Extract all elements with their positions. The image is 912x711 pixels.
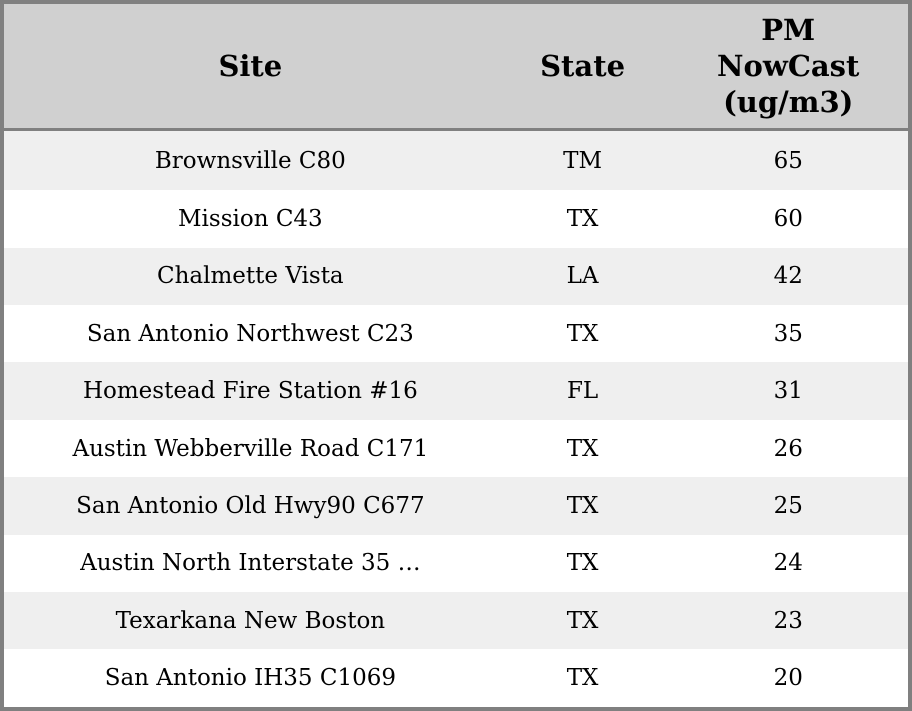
table-header-row: Site State PM NowCast (ug/m3)	[4, 4, 908, 131]
pm-cell: 26	[668, 419, 908, 478]
state-cell: TX	[496, 477, 669, 535]
table-row: San Antonio Northwest C23 TX 35	[4, 305, 908, 363]
state-cell: TX	[496, 190, 669, 248]
state-cell: TX	[496, 649, 669, 707]
state-cell: TX	[496, 305, 669, 363]
pm-cell: 20	[668, 649, 908, 707]
table-row: San Antonio Old Hwy90 C677 TX 25	[4, 477, 908, 535]
site-cell: Austin Webberville Road C171	[4, 419, 497, 478]
table-row: San Antonio IH35 C1069 TX 20	[4, 649, 908, 707]
pm-cell: 31	[668, 362, 908, 420]
state-cell: TX	[496, 534, 669, 593]
table-header-pm-line2: NowCast	[717, 48, 860, 83]
site-cell: Chalmette Vista	[4, 247, 497, 306]
pm-cell: 65	[668, 129, 908, 191]
site-cell: San Antonio IH35 C1069	[4, 649, 497, 707]
table-row: Texarkana New Boston TX 23	[4, 592, 908, 650]
site-cell: San Antonio Northwest C23	[4, 305, 497, 363]
pm-cell: 24	[668, 534, 908, 593]
table-header-pm-line3: (ug/m3)	[723, 85, 854, 120]
pm-cell: 35	[668, 305, 908, 363]
table-row: Austin Webberville Road C171 TX 26	[4, 419, 908, 478]
site-cell: Brownsville C80	[4, 129, 497, 191]
site-cell: Mission C43	[4, 190, 497, 248]
site-cell: Texarkana New Boston	[4, 592, 497, 650]
table-header-pm-line1: PM	[761, 12, 816, 47]
table-row: Chalmette Vista LA 42	[4, 247, 908, 306]
state-cell: TX	[496, 419, 669, 478]
state-cell: TX	[496, 592, 669, 650]
site-cell: Austin North Interstate 35 …	[4, 534, 497, 593]
table-body: Brownsville C80 TM 65 Mission C43 TX 60 Chalme…	[4, 129, 908, 707]
table-row: Brownsville C80 TM 65	[4, 129, 908, 191]
pm-cell: 25	[668, 477, 908, 535]
pm-nowcast-table: Site State PM NowCast (ug/m3) Brownsvill…	[4, 4, 908, 707]
state-cell: TM	[496, 129, 669, 191]
table-row: Homestead Fire Station #16 FL 31	[4, 362, 908, 420]
table-header: Site State PM NowCast (ug/m3)	[4, 4, 908, 131]
table-header-pm: PM NowCast (ug/m3)	[668, 4, 908, 131]
table-row: Mission C43 TX 60	[4, 190, 908, 248]
pm-cell: 23	[668, 592, 908, 650]
table-header-state: State	[496, 4, 669, 131]
pm-cell: 60	[668, 190, 908, 248]
table-header-site: Site	[4, 4, 497, 131]
pm-cell: 42	[668, 247, 908, 306]
site-cell: Homestead Fire Station #16	[4, 362, 497, 420]
site-cell: San Antonio Old Hwy90 C677	[4, 477, 497, 535]
table-row: Austin North Interstate 35 … TX 24	[4, 534, 908, 593]
state-cell: FL	[496, 362, 669, 420]
state-cell: LA	[496, 247, 669, 306]
